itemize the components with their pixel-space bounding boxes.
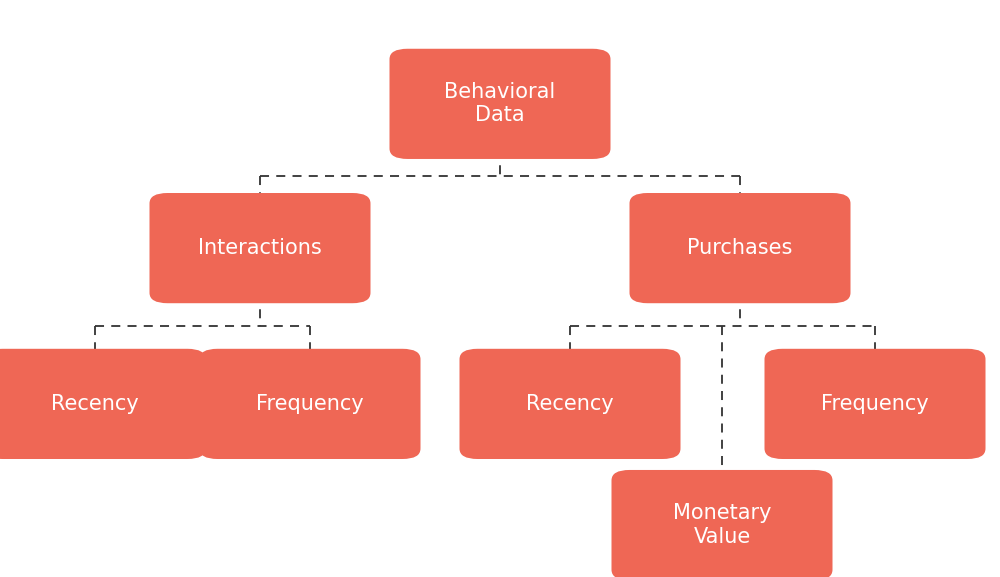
FancyBboxPatch shape <box>389 49 610 159</box>
Text: Monetary
Value: Monetary Value <box>673 504 771 546</box>
FancyBboxPatch shape <box>630 193 850 304</box>
Text: Recency: Recency <box>526 394 614 414</box>
FancyBboxPatch shape <box>611 470 832 577</box>
Text: Interactions: Interactions <box>198 238 322 258</box>
Text: Frequency: Frequency <box>821 394 929 414</box>
FancyBboxPatch shape <box>765 349 985 459</box>
FancyBboxPatch shape <box>200 349 420 459</box>
FancyBboxPatch shape <box>459 349 680 459</box>
Text: Behavioral
Data: Behavioral Data <box>444 83 556 125</box>
Text: Purchases: Purchases <box>687 238 793 258</box>
Text: Frequency: Frequency <box>256 394 364 414</box>
FancyBboxPatch shape <box>0 349 206 459</box>
FancyBboxPatch shape <box>150 193 371 304</box>
Text: Recency: Recency <box>51 394 139 414</box>
